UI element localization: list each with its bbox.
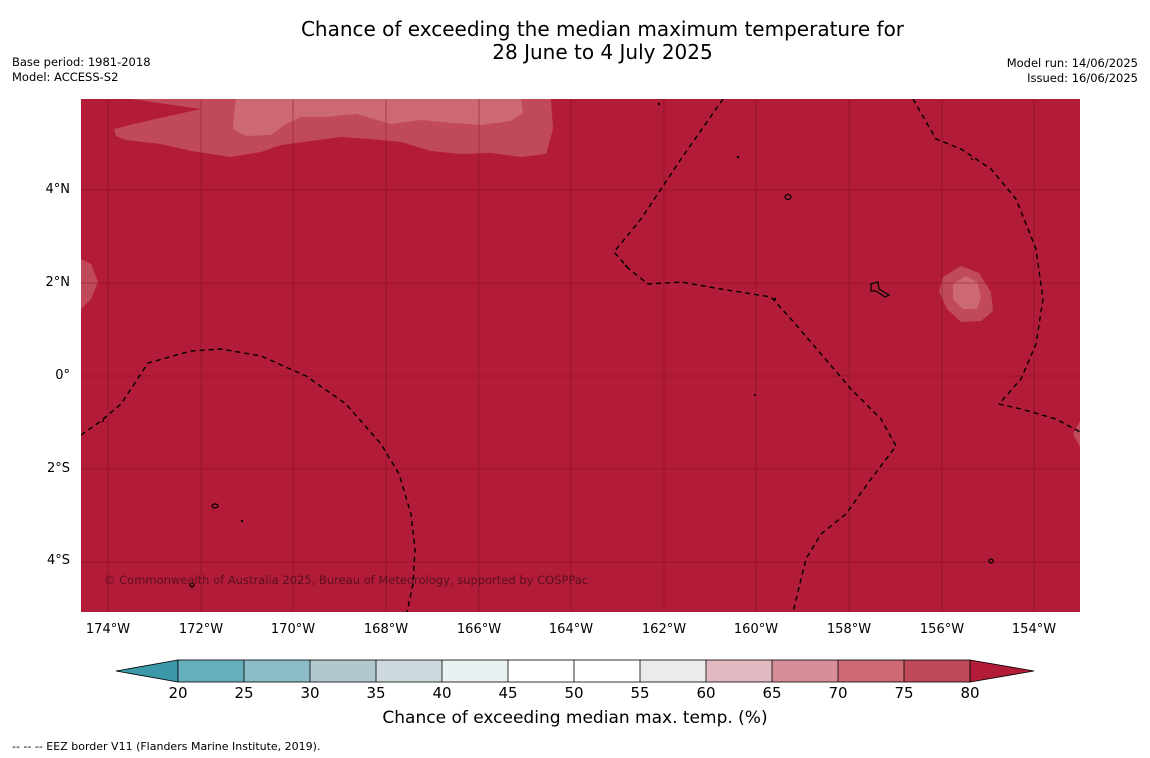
colorbar-tick-80: 80 [960, 684, 980, 702]
colorbar-bin-65-70 [772, 660, 838, 682]
colorbar-extend-high [969, 659, 1035, 683]
issued-date: Issued: 16/06/2025 [1027, 71, 1138, 85]
lat-label-4s: 4°S [46, 553, 70, 568]
contour-75-southeast [1073, 421, 1080, 447]
eez-border-east [912, 99, 1080, 433]
model-name: Model: ACCESS-S2 [12, 70, 119, 84]
island [240, 519, 244, 523]
colorbar-tick-50: 50 [564, 684, 584, 702]
gridlines [81, 99, 1080, 612]
colorbar-bin-45-50 [508, 660, 574, 682]
island [971, 158, 973, 160]
island [784, 193, 792, 201]
colorbar-dividers [243, 660, 905, 682]
colorbar-tick-65: 65 [762, 684, 782, 702]
colorbar-tick-45: 45 [498, 684, 518, 702]
lon-label-166w: 166°W [456, 622, 502, 637]
lon-label-158w: 158°W [826, 622, 872, 637]
base-period: Base period: 1981-2018 [12, 55, 151, 69]
lon-label-162w: 162°W [641, 622, 687, 637]
colorbar-tick-70: 70 [828, 684, 848, 702]
eez-borders [81, 99, 1080, 612]
colorbar-bin-50-55 [574, 660, 640, 682]
eez-footnote: -- -- -- EEZ border V11 (Flanders Marine… [12, 740, 321, 753]
lon-label-172w: 172°W [178, 622, 224, 637]
colorbar-bin-60-65 [706, 660, 772, 682]
island [988, 558, 994, 564]
chart-title: Chance of exceeding the median maximum t… [0, 18, 1150, 64]
colorbar-bin-25-30 [244, 660, 310, 682]
colorbar-title: Chance of exceeding median max. temp. (%… [382, 708, 768, 728]
meta-right: Model run: 14/06/2025 Issued: 16/06/2025 [1007, 56, 1138, 86]
eez-border-west [81, 348, 416, 612]
colorbar-tick-60: 60 [696, 684, 716, 702]
contour-75-west [81, 259, 98, 309]
island [773, 297, 777, 301]
colorbar-tick-40: 40 [432, 684, 452, 702]
title-line-2: 28 June to 4 July 2025 [492, 40, 713, 64]
lat-label-4n: 4°N [45, 182, 71, 197]
colorbar-bin-30-35 [310, 660, 376, 682]
colorbar-bin-20-25 [178, 660, 244, 682]
contour-70-north [233, 99, 523, 136]
credit-text: © Commonwealth of Australia 2025, Bureau… [104, 573, 589, 587]
colorbar-tick-30: 30 [300, 684, 320, 702]
lon-label-160w: 160°W [733, 622, 779, 637]
lon-label-174w: 174°W [85, 622, 131, 637]
island [189, 582, 195, 588]
lon-label-154w: 154°W [1011, 622, 1057, 637]
eez-border-central [613, 99, 897, 612]
islands [189, 193, 994, 588]
model-run: Model run: 14/06/2025 [1006, 56, 1138, 70]
lon-label-156w: 156°W [919, 622, 965, 637]
lon-label-164w: 164°W [548, 622, 594, 637]
colorbar-tick-55: 55 [630, 684, 650, 702]
lat-label-2n: 2°N [45, 275, 71, 290]
map-panel [81, 99, 1080, 612]
colorbar-extend-low [115, 659, 179, 683]
colorbar-bin-35-40 [376, 660, 442, 682]
colorbar-tick-75: 75 [894, 684, 914, 702]
island [754, 394, 756, 396]
island [211, 503, 219, 509]
colorbar-bin-70-75 [838, 660, 904, 682]
map-svg [81, 99, 1080, 612]
island-kiritimati [870, 281, 891, 298]
colorbar-tick-35: 35 [366, 684, 386, 702]
small-islands [102, 102, 973, 523]
island [624, 264, 628, 268]
colorbar-tick-20: 20 [168, 684, 188, 702]
island [736, 155, 740, 159]
colorbar [115, 659, 1035, 683]
colorbar-bin-55-60 [640, 660, 706, 682]
island [657, 102, 661, 106]
lon-label-168w: 168°W [363, 622, 409, 637]
map-background [81, 99, 1080, 612]
title-line-1: Chance of exceeding the median maximum t… [300, 17, 905, 41]
lat-label-0: 0° [55, 368, 70, 383]
lat-label-2s: 2°S [46, 461, 70, 476]
colorbar-bin-75-80 [904, 660, 970, 682]
island [102, 420, 104, 422]
colorbar-tick-25: 25 [234, 684, 254, 702]
lon-label-170w: 170°W [270, 622, 316, 637]
meta-left: Base period: 1981-2018 Model: ACCESS-S2 [12, 55, 151, 85]
contour-70-east [953, 276, 981, 309]
colorbar-bin-40-45 [442, 660, 508, 682]
